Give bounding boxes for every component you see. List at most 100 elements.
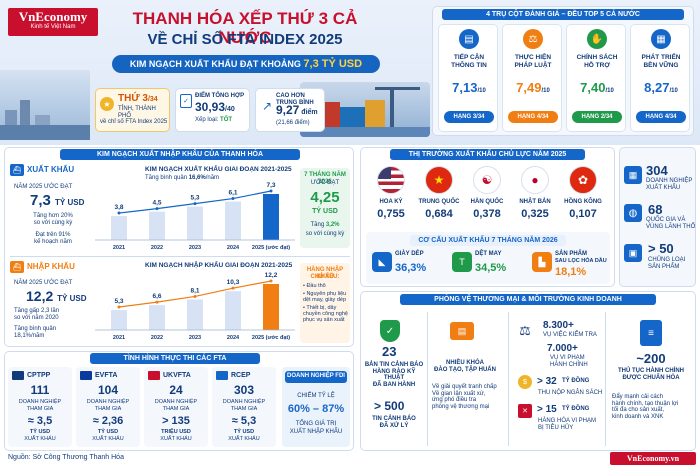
pillar-score: 7,13/10 bbox=[452, 80, 486, 95]
import-chart: 5,3 2021 6,6 2022 8,1 2023 10,3 2024 12,2 2025 (ư… bbox=[95, 272, 295, 341]
rating-value: TỐT bbox=[220, 117, 233, 123]
footer-brand: VnEconomy.vn bbox=[610, 452, 696, 465]
pillar-score: 7,49/10 bbox=[516, 80, 550, 95]
market-name: NHẬT BẢN bbox=[519, 199, 551, 205]
fdi-value: 60% – 87% bbox=[287, 403, 345, 415]
text-line: tối đa cho sản xuất, bbox=[612, 407, 665, 414]
category-label: 2022 bbox=[151, 245, 163, 251]
violations-count: 7.000+ bbox=[547, 343, 578, 354]
fta-card: EVFTA 104 DOANH NGHIỆP THAM GIA ≈ 2,36 TỶ USD… bbox=[76, 367, 140, 447]
bar-value-label: 3,8 bbox=[114, 204, 123, 211]
imports-main-card: HÀNG NHẬP KHẨU CHỦ YẾU: • Đầu thô • Nguyê… bbox=[300, 263, 350, 343]
above-average-label: CAO HƠN TRUNG BÌNH bbox=[276, 93, 314, 106]
import-growth-1: Tăng gấp 2,3 lần bbox=[14, 308, 60, 314]
fta-export-label: XUẤT KHẨU bbox=[24, 436, 56, 442]
export-banner: KIM NGẠCH XUẤT KHẨU ĐẠT KHOẢNG 7,3 TỶ US… bbox=[112, 55, 380, 73]
text-line: phòng vệ thương mại bbox=[432, 403, 490, 410]
enterprise-count: 304 bbox=[646, 163, 668, 178]
import-label: NHẬP KHẨU bbox=[27, 262, 75, 271]
category-label: 2025 (ước đạt) bbox=[252, 245, 290, 251]
procedures-desc: Đẩy mạnh cải cách hành chính, tạo thuận l… bbox=[612, 394, 694, 420]
fta-card: UKVFTA 24 DOANH NGHIỆP THAM GIA > 135 TRIỆU U… bbox=[144, 367, 208, 447]
fta-enterprise-label-2: THAM GIA bbox=[162, 406, 190, 412]
rank-value: THỨ 3 bbox=[118, 93, 148, 104]
bar-value-label: 5,3 bbox=[190, 195, 199, 202]
text-line: HÀNG RÀO KỸ THUẬT bbox=[372, 368, 416, 382]
brand-tagline: Kinh tế Việt Nam bbox=[30, 24, 76, 31]
budget-label: THU NỘP NGÂN SÁCH bbox=[538, 390, 603, 396]
inspections-count: 8.300+ bbox=[543, 320, 574, 331]
page-title: THANH HÓA XẾP THỨ 3 CẢ NƯỚC bbox=[132, 9, 358, 47]
above-average-card: ↗ CAO HƠN TRUNG BÌNH 9,27 điểm (21,66 đi… bbox=[255, 88, 325, 132]
city-illustration bbox=[0, 70, 90, 140]
pillar-name-2: THÔNG TIN bbox=[451, 62, 487, 69]
bar-value-label: 12,2 bbox=[265, 272, 278, 279]
fta-export-label: XUẤT KHẨU bbox=[160, 436, 192, 442]
warnings-label: BẢN TIN CẢNH BÁO HÀNG RÀO KỸ THUẬT ĐÃ BAN … bbox=[364, 362, 424, 388]
fta-flag-icon bbox=[148, 371, 160, 380]
bar bbox=[149, 305, 165, 330]
pillar-score-of: /10 bbox=[605, 88, 614, 94]
pillar-icon: ✋ bbox=[587, 29, 607, 49]
category-label: 2022 bbox=[151, 335, 163, 341]
pillar-rank: HẠNG 3/34 bbox=[444, 111, 494, 123]
text-line: ĐÃ BAN HÀNH bbox=[372, 381, 416, 388]
product-name: SẢN PHẨM bbox=[555, 251, 588, 257]
export-growth-1: Tăng hơn 20% bbox=[33, 213, 73, 219]
warnings-count: 23 bbox=[382, 344, 397, 359]
imports-main-list: • Đầu thô • Nguyên phụ liệu dệt may, giày… bbox=[303, 283, 349, 325]
bar bbox=[263, 194, 279, 240]
export-chart-title: KIM NGẠCH XUẤT KHẨU GIAI ĐOẠN 2021-2025 bbox=[145, 166, 292, 173]
fta-flag-icon bbox=[12, 371, 24, 380]
bar bbox=[111, 216, 127, 240]
pillar-score: 8,27/10 bbox=[644, 80, 678, 95]
flag-icon: ★ bbox=[425, 166, 453, 194]
text-line: Về giải quyết tranh chấp bbox=[432, 384, 497, 390]
fta-export-unit: TỶ USD bbox=[233, 429, 255, 435]
text-line: THỦ TỤC HÀNH CHÍNH bbox=[618, 368, 684, 374]
product-icon: T bbox=[452, 252, 472, 272]
fta-export-unit: TỶ USD bbox=[97, 429, 119, 435]
import-growth-2: so với năm 2020 bbox=[14, 314, 59, 321]
export-banner-value: 7,3 TỶ USD bbox=[303, 58, 363, 70]
pillar-rank: HẠNG 4/34 bbox=[636, 111, 686, 123]
text-line: ĐÀO TẠO, TẬP HUẤN bbox=[434, 366, 496, 373]
training-label: NHIỀU KHÓA ĐÀO TẠO, TẬP HUẤN bbox=[430, 360, 500, 373]
text-line: ĐƯỢC CHUẨN HÓA bbox=[622, 374, 680, 381]
fta-export-unit: TỶ USD bbox=[29, 429, 51, 435]
fta-enterprise-label-1: DOANH NGHIỆP bbox=[18, 399, 62, 405]
export-7m-growth: 3,2% bbox=[325, 222, 340, 228]
export-plan-2: kế hoạch năm bbox=[34, 238, 72, 245]
structure-title: CƠ CẤU XUẤT KHẨU 7 THÁNG NĂM 2026 bbox=[410, 235, 566, 246]
fdi-card: DOANH NGHIỆP FDI CHIẾM TỶ LỆ 60% – 87% T… bbox=[282, 367, 350, 447]
score-card: ✓ ĐIỂM TỔNG HỢP 30,93/40 Xếp loại: TỐT bbox=[175, 88, 250, 132]
text-line: NHIỀU KHÓA bbox=[445, 360, 484, 366]
fta-enterprise-label-1: DOANH NGHIỆP bbox=[86, 399, 130, 405]
fta-export-value: ≈ 2,36 bbox=[92, 415, 124, 427]
pillar-name-2: PHÁP LUẬT bbox=[514, 62, 552, 69]
export-7m-card: 7 THÁNG NĂM 2026 ƯỚC ĐẠT 4,25 TỶ USD Tăn… bbox=[300, 168, 350, 248]
bar bbox=[149, 211, 165, 240]
fta-export-value: ≈ 3,5 bbox=[27, 415, 53, 427]
pillar-score-of: /10 bbox=[669, 88, 678, 94]
market-value: 0,325 bbox=[521, 208, 549, 220]
import-unit: TỶ USD bbox=[57, 294, 87, 303]
procedures-count: ~200 bbox=[636, 351, 666, 366]
fta-enterprise-label-2: THAM GIA bbox=[26, 406, 54, 412]
country-label-1: QUỐC GIA VÀ bbox=[646, 217, 686, 223]
trade-divider bbox=[10, 256, 350, 257]
fta-export-unit: TRIỆU USD bbox=[161, 429, 191, 435]
product-count: > 50 bbox=[648, 241, 674, 256]
pillar-score-of: /10 bbox=[541, 88, 550, 94]
country-label-2: VÙNG LÃNH THỔ bbox=[646, 224, 696, 230]
destroyed-label-2: BỊ TIÊU HỦY bbox=[538, 425, 574, 431]
bar-value-label: 6,1 bbox=[228, 190, 237, 197]
bar-value-label: 4,5 bbox=[152, 200, 161, 207]
text-line: hành chính, tạo thuận lợi bbox=[612, 400, 679, 407]
product-label-1: CHỦNG LOẠI bbox=[648, 257, 686, 263]
fta-enterprise-label-2: THAM GIA bbox=[230, 406, 258, 412]
score-label: ĐIỂM TỔNG HỢP bbox=[195, 93, 245, 99]
import-ship-icon: ⛴ bbox=[10, 261, 24, 273]
average-note: (21,66 điểm) bbox=[276, 120, 310, 126]
text-line: Đẩy mạnh cải cách bbox=[612, 394, 664, 400]
